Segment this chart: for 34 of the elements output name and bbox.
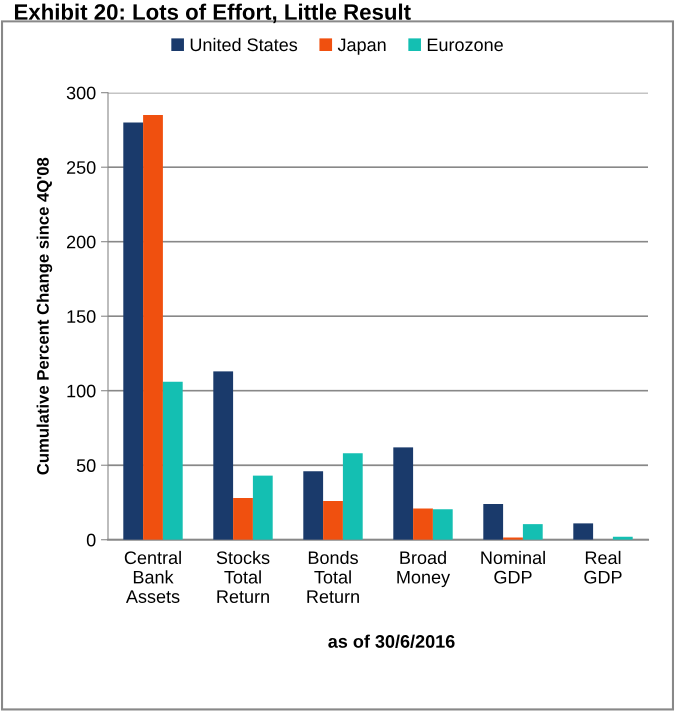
x-tick-label: Nominal GDP <box>481 550 545 584</box>
y-tick-label: 200 <box>66 236 96 248</box>
bar <box>393 447 414 540</box>
text: as of 30/6/2016 <box>328 634 455 648</box>
x-tick-label: Central Bank Assets <box>124 550 181 604</box>
bar <box>432 509 453 540</box>
bar <box>573 523 594 540</box>
x-tick-label: Broad Money <box>397 550 450 588</box>
y-tick-label: 150 <box>67 310 96 323</box>
x-tick-label: Real GDP <box>584 550 622 584</box>
y-tick-label: 300 <box>66 86 96 100</box>
y-tick-label: 50 <box>76 459 96 472</box>
y-tick-label: 100 <box>67 384 96 398</box>
x-tick-label: Stocks Total Return <box>216 550 270 604</box>
legend-label: United States <box>190 38 298 52</box>
bar <box>323 500 343 540</box>
bar <box>252 476 273 540</box>
bar <box>162 382 183 540</box>
bar <box>483 504 504 540</box>
y-axis-title: Cumulative Percent Change since 4Q'08 <box>36 158 52 475</box>
bar <box>303 471 324 540</box>
bar <box>522 524 543 540</box>
bar <box>123 122 144 540</box>
bar <box>413 508 433 540</box>
bar <box>213 371 234 540</box>
x-tick-label: Bonds Total Return <box>307 550 359 604</box>
y-tick-label: 0 <box>86 534 96 546</box>
y-tick-label: 250 <box>66 161 96 174</box>
bar <box>143 115 163 540</box>
bar <box>233 498 253 540</box>
bar <box>342 453 363 540</box>
legend-label: Eurozone <box>428 38 503 52</box>
chart-title: Exhibit 20: Lots of Effort, Little Result <box>14 4 411 24</box>
legend-label: Japan <box>338 38 386 55</box>
